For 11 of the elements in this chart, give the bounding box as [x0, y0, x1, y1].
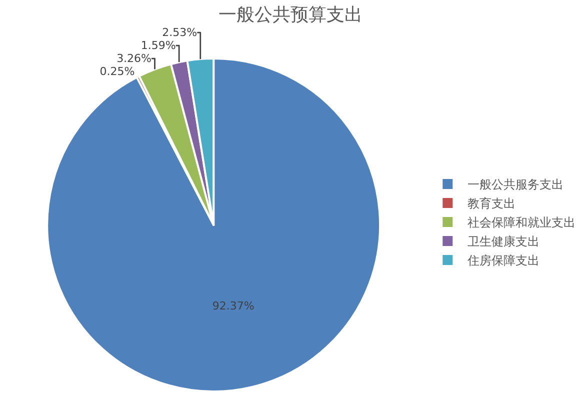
legend-label: 社会保障和就业支出 [468, 216, 576, 230]
data-label: 3.26% [116, 52, 152, 66]
data-label: 0.25% [100, 65, 135, 78]
legend-label: 一般公共服务支出 [468, 178, 564, 192]
data-label: 2.53% [162, 26, 198, 40]
chart-title: 一般公共预算支出 [218, 4, 362, 26]
legend-label: 教育支出 [468, 196, 516, 211]
legend-label: 住房保障支出 [466, 254, 540, 268]
data-label: 1.59% [140, 39, 176, 52]
data-label: 92.37% [212, 299, 254, 312]
legend-label: 卫生健康支出 [468, 234, 540, 249]
